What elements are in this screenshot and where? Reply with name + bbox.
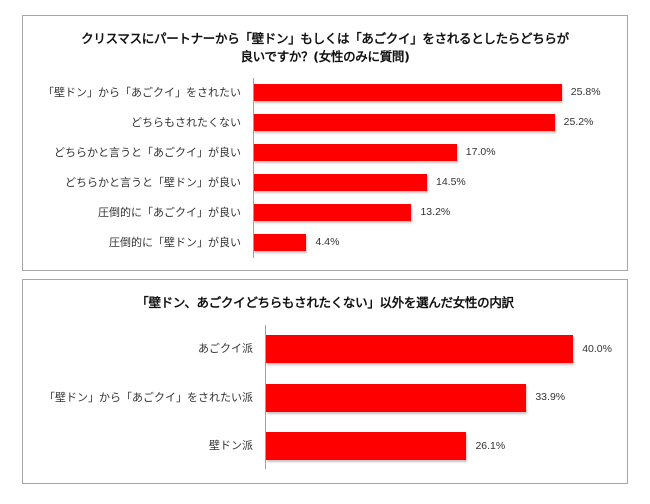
bar [266, 383, 527, 412]
value-label: 14.5% [435, 176, 466, 188]
category-label: 圧倒的に「壁ドン」が良い [109, 235, 241, 249]
category-label: 「壁ドン」から「あごクイ」をされたい派 [44, 390, 253, 404]
bar-row: どちらもされたくない 25.2% [23, 114, 627, 131]
bar-row: どちらかと言うと「あごクイ」が良い 17.0% [23, 144, 627, 161]
bar [266, 335, 574, 363]
bar-row: どちらかと言うと「壁ドン」が良い 14.5% [23, 174, 627, 191]
value-label: 4.4% [315, 236, 340, 248]
category-label: 壁ドン派 [209, 439, 253, 452]
bar-row: 圧倒的に「あごクイ」が良い 13.2% [23, 204, 627, 221]
value-label: 17.0% [465, 146, 496, 158]
category-label: どちらもされたくない [131, 115, 241, 129]
value-label: 26.1% [475, 439, 506, 452]
chart-1-category-axis [253, 78, 254, 258]
value-label: 40.0% [582, 342, 612, 355]
bar-row: 圧倒的に「壁ドン」が良い 4.4% [23, 234, 627, 251]
chart-1-panel: クリスマスにパートナーから「壁ドン」もしくは「あごクイ」をされるとしたらどちらが… [22, 15, 628, 271]
bar [266, 432, 467, 460]
bar-row: 壁ドン派 26.1% [23, 432, 627, 460]
chart-1-title-line-2: 良いですか？(女性のみに質問) [240, 49, 410, 64]
value-label: 13.2% [420, 206, 451, 218]
bar [254, 204, 412, 221]
category-label: あごクイ派 [198, 342, 253, 355]
bar [254, 144, 457, 161]
chart-1-title-line-1: クリスマスにパートナーから「壁ドン」もしくは「あごクイ」をされるとしたらどちらが [81, 31, 569, 46]
category-label: 圧倒的に「あごクイ」が良い [98, 205, 241, 219]
bar [254, 234, 307, 251]
chart-2-title-line: 「壁ドン、あごクイどちらもされたくない」以外を選んだ女性の内訳 [136, 295, 514, 310]
bar-row: 「壁ドン」から「あごクイ」をされたい派 33.9% [23, 383, 627, 412]
bar [254, 174, 427, 191]
bar [254, 114, 555, 131]
value-label: 25.2% [563, 116, 594, 128]
category-label: どちらかと言うと「壁ドン」が良い [65, 175, 241, 189]
chart-2-category-axis [265, 325, 266, 469]
chart-2-title: 「壁ドン、あごクイどちらもされたくない」以外を選んだ女性の内訳 [23, 294, 627, 312]
chart-2-panel: 「壁ドン、あごクイどちらもされたくない」以外を選んだ女性の内訳 あごクイ派 40.… [22, 279, 628, 484]
value-label: 25.8% [570, 86, 601, 98]
value-label: 33.9% [535, 391, 566, 403]
category-label: 「壁ドン」から「あごクイ」をされたい [43, 85, 241, 99]
bar-row: あごクイ派 40.0% [23, 335, 627, 363]
chart-1-title: クリスマスにパートナーから「壁ドン」もしくは「あごクイ」をされるとしたらどちらが… [23, 30, 627, 66]
bar-row: 「壁ドン」から「あごクイ」をされたい 25.8% [23, 84, 627, 101]
bar [254, 84, 562, 101]
category-label: どちらかと言うと「あごクイ」が良い [54, 145, 241, 159]
